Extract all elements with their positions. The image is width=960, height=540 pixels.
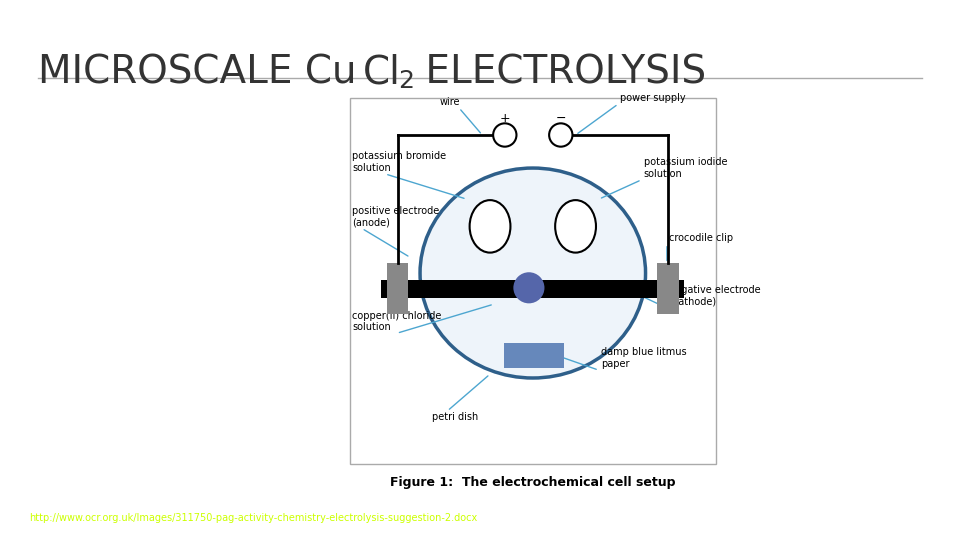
Circle shape (549, 123, 572, 147)
Text: crocodile clip: crocodile clip (669, 233, 733, 242)
Text: Figure 1:  The electrochemical cell setup: Figure 1: The electrochemical cell setup (390, 476, 676, 489)
Text: 2: 2 (398, 69, 415, 92)
Ellipse shape (420, 168, 645, 378)
Text: 7: 7 (923, 511, 931, 525)
Bar (381, 280, 684, 298)
Text: potassium bromide
solution: potassium bromide solution (352, 151, 446, 173)
Ellipse shape (469, 200, 511, 253)
Text: MICROSCALE Cu: MICROSCALE Cu (38, 54, 357, 92)
Bar (658, 264, 679, 314)
Text: negative electrode
(cathode): negative electrode (cathode) (669, 285, 760, 307)
Text: potassium iodide
solution: potassium iodide solution (643, 157, 727, 179)
Text: damp blue litmus
paper: damp blue litmus paper (601, 347, 686, 369)
Text: Cl: Cl (363, 54, 400, 92)
Ellipse shape (555, 200, 596, 253)
Text: +: + (499, 112, 510, 125)
Bar (504, 343, 564, 368)
Text: −: − (556, 112, 566, 125)
Text: ELECTROLYSIS: ELECTROLYSIS (413, 54, 706, 92)
Text: power supply: power supply (620, 93, 685, 103)
Text: petri dish: petri dish (432, 412, 478, 422)
Text: wire: wire (440, 97, 460, 106)
Text: http://www.ocr.org.uk/Images/311750-pag-activity-chemistry-electrolysis-suggesti: http://www.ocr.org.uk/Images/311750-pag-… (29, 513, 477, 523)
Bar (387, 264, 408, 314)
Circle shape (493, 123, 516, 147)
Text: positive electrode
(anode): positive electrode (anode) (352, 206, 440, 227)
Text: copper(II) chloride
solution: copper(II) chloride solution (352, 310, 442, 332)
Circle shape (514, 272, 544, 303)
